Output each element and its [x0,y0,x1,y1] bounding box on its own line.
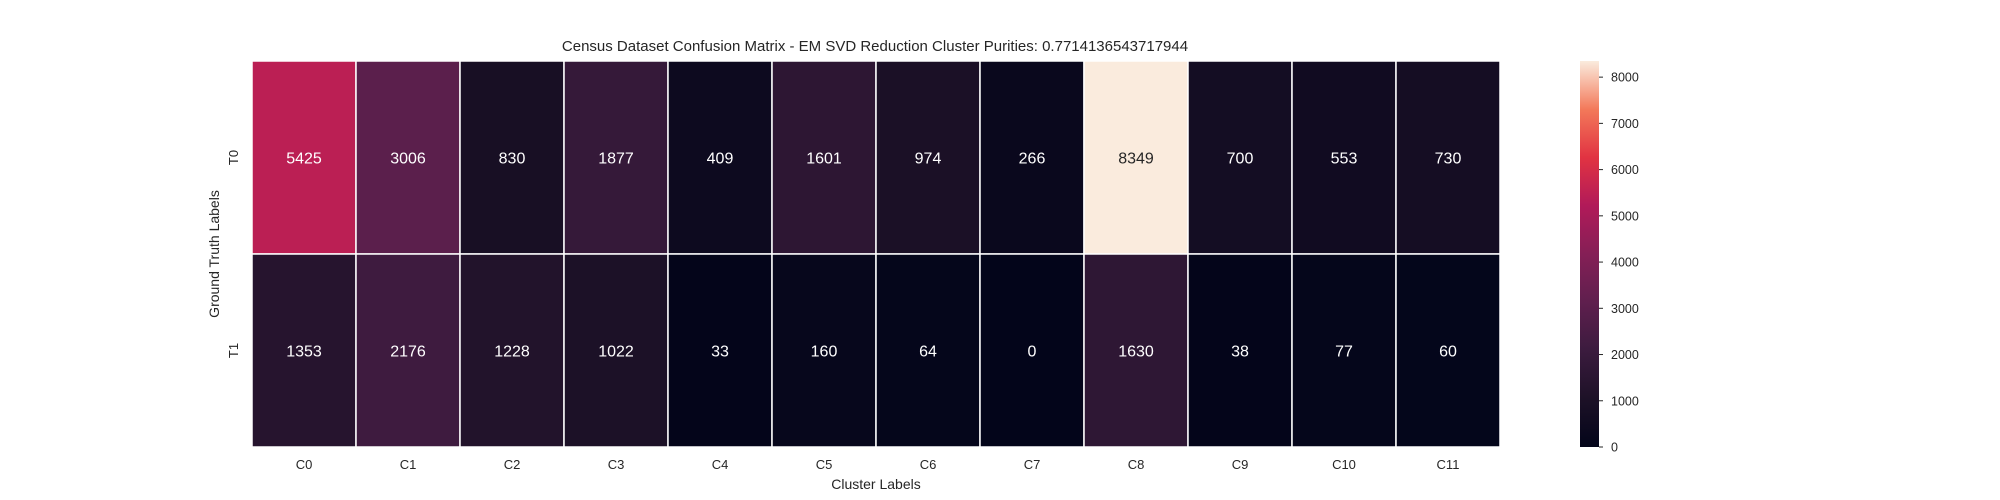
cell-value-label: 5425 [286,151,322,168]
heatmap-cell [667,253,773,448]
cell-value-label: 38 [1231,344,1249,361]
cell-value-label: 266 [1019,151,1046,168]
cell-value-label: 33 [711,344,729,361]
cell-value-label: 160 [811,344,838,361]
cell-value-label: 1022 [598,344,634,361]
x-tick-label: C4 [712,457,729,472]
colorbar-tick-label: 1000 [1611,394,1639,408]
cell-value-label: 3006 [390,151,426,168]
heatmap-cells: 5425 3006 830 1877 409 1601 974 266 8349 700 553 73… [251,60,1501,448]
heatmap-cell [875,253,981,448]
heatmap-cell [1395,253,1501,448]
cell-value-label: 553 [1331,151,1358,168]
cell-value-label: 830 [499,151,526,168]
heatmap-cell [459,60,565,255]
x-tick-label: C8 [1128,457,1145,472]
cell-value-label: 409 [707,151,734,168]
heatmap-cell [1083,253,1189,448]
cell-value-label: 730 [1435,151,1462,168]
y-tick-label: T0 [226,150,241,165]
x-tick-label: C6 [920,457,937,472]
colorbar: 0 1000 2000 3000 4000 5000 6000 7000 8000 [1580,61,1639,455]
heatmap-cell [563,253,669,448]
heatmap-cell [355,253,461,448]
colorbar-tick-label: 7000 [1611,117,1639,131]
colorbar-gradient [1580,61,1599,447]
cell-value-label: 1877 [598,151,634,168]
colorbar-tick-label: 4000 [1611,256,1639,270]
colorbar-tick-label: 8000 [1611,71,1639,85]
x-tick-label: C11 [1437,457,1460,472]
heatmap-cell [979,253,1085,448]
heatmap-cell [771,60,877,255]
chart-title: Census Dataset Confusion Matrix - EM SVD… [562,38,1188,55]
cell-value-label: 2176 [390,344,426,361]
x-tick-label: C1 [400,457,417,472]
x-tick-label: C7 [1024,457,1041,472]
x-tick-label: C9 [1232,457,1249,472]
colorbar-tick-label: 2000 [1611,348,1639,362]
cell-value-label: 0 [1028,344,1037,361]
heatmap-cell [1291,253,1397,448]
cell-value-label: 60 [1439,344,1457,361]
colorbar-tick-label: 5000 [1611,209,1639,223]
x-tick-label: C5 [816,457,833,472]
x-axis-label: Cluster Labels [831,476,921,492]
x-tick-label: C0 [296,457,313,472]
cell-value-label: 1228 [494,344,530,361]
heatmap-cell [459,253,565,448]
y-axis-label: Ground Truth Labels [206,190,222,318]
x-tick-label: C10 [1332,457,1356,472]
colorbar-tick-label: 6000 [1611,163,1639,177]
cell-value-label: 1601 [806,151,842,168]
x-tick-labels: C0 C1 C2 C3 C4 C5 C6 C7 C8 C9 C10 C11 [296,457,1460,472]
x-tick-label: C2 [504,457,521,472]
colorbar-tick-label: 0 [1611,441,1618,455]
heatmap-cell [771,253,877,448]
cell-value-label: 1630 [1118,344,1154,361]
x-tick-label: C3 [608,457,625,472]
colorbar-ticks: 0 1000 2000 3000 4000 5000 6000 7000 8000 [1599,71,1639,455]
cell-value-label: 64 [919,344,937,361]
heatmap-cell [1187,60,1293,255]
y-tick-label: T1 [226,343,241,358]
cell-value-label: 1353 [286,344,322,361]
heatmap-cell [1395,60,1501,255]
y-tick-labels: T0 T1 [226,150,241,358]
colorbar-tick-label: 3000 [1611,302,1639,316]
cell-value-label: 8349 [1118,151,1154,168]
cell-value-label: 974 [915,151,942,168]
heatmap-cell [979,60,1085,255]
heatmap-cell [1187,253,1293,448]
heatmap-cell [667,60,773,255]
cell-value-label: 77 [1335,344,1353,361]
cell-value-label: 700 [1227,151,1254,168]
heatmap-cell [563,60,669,255]
heatmap-cell [355,60,461,255]
heatmap-cell [251,60,357,255]
heatmap-cell [251,253,357,448]
